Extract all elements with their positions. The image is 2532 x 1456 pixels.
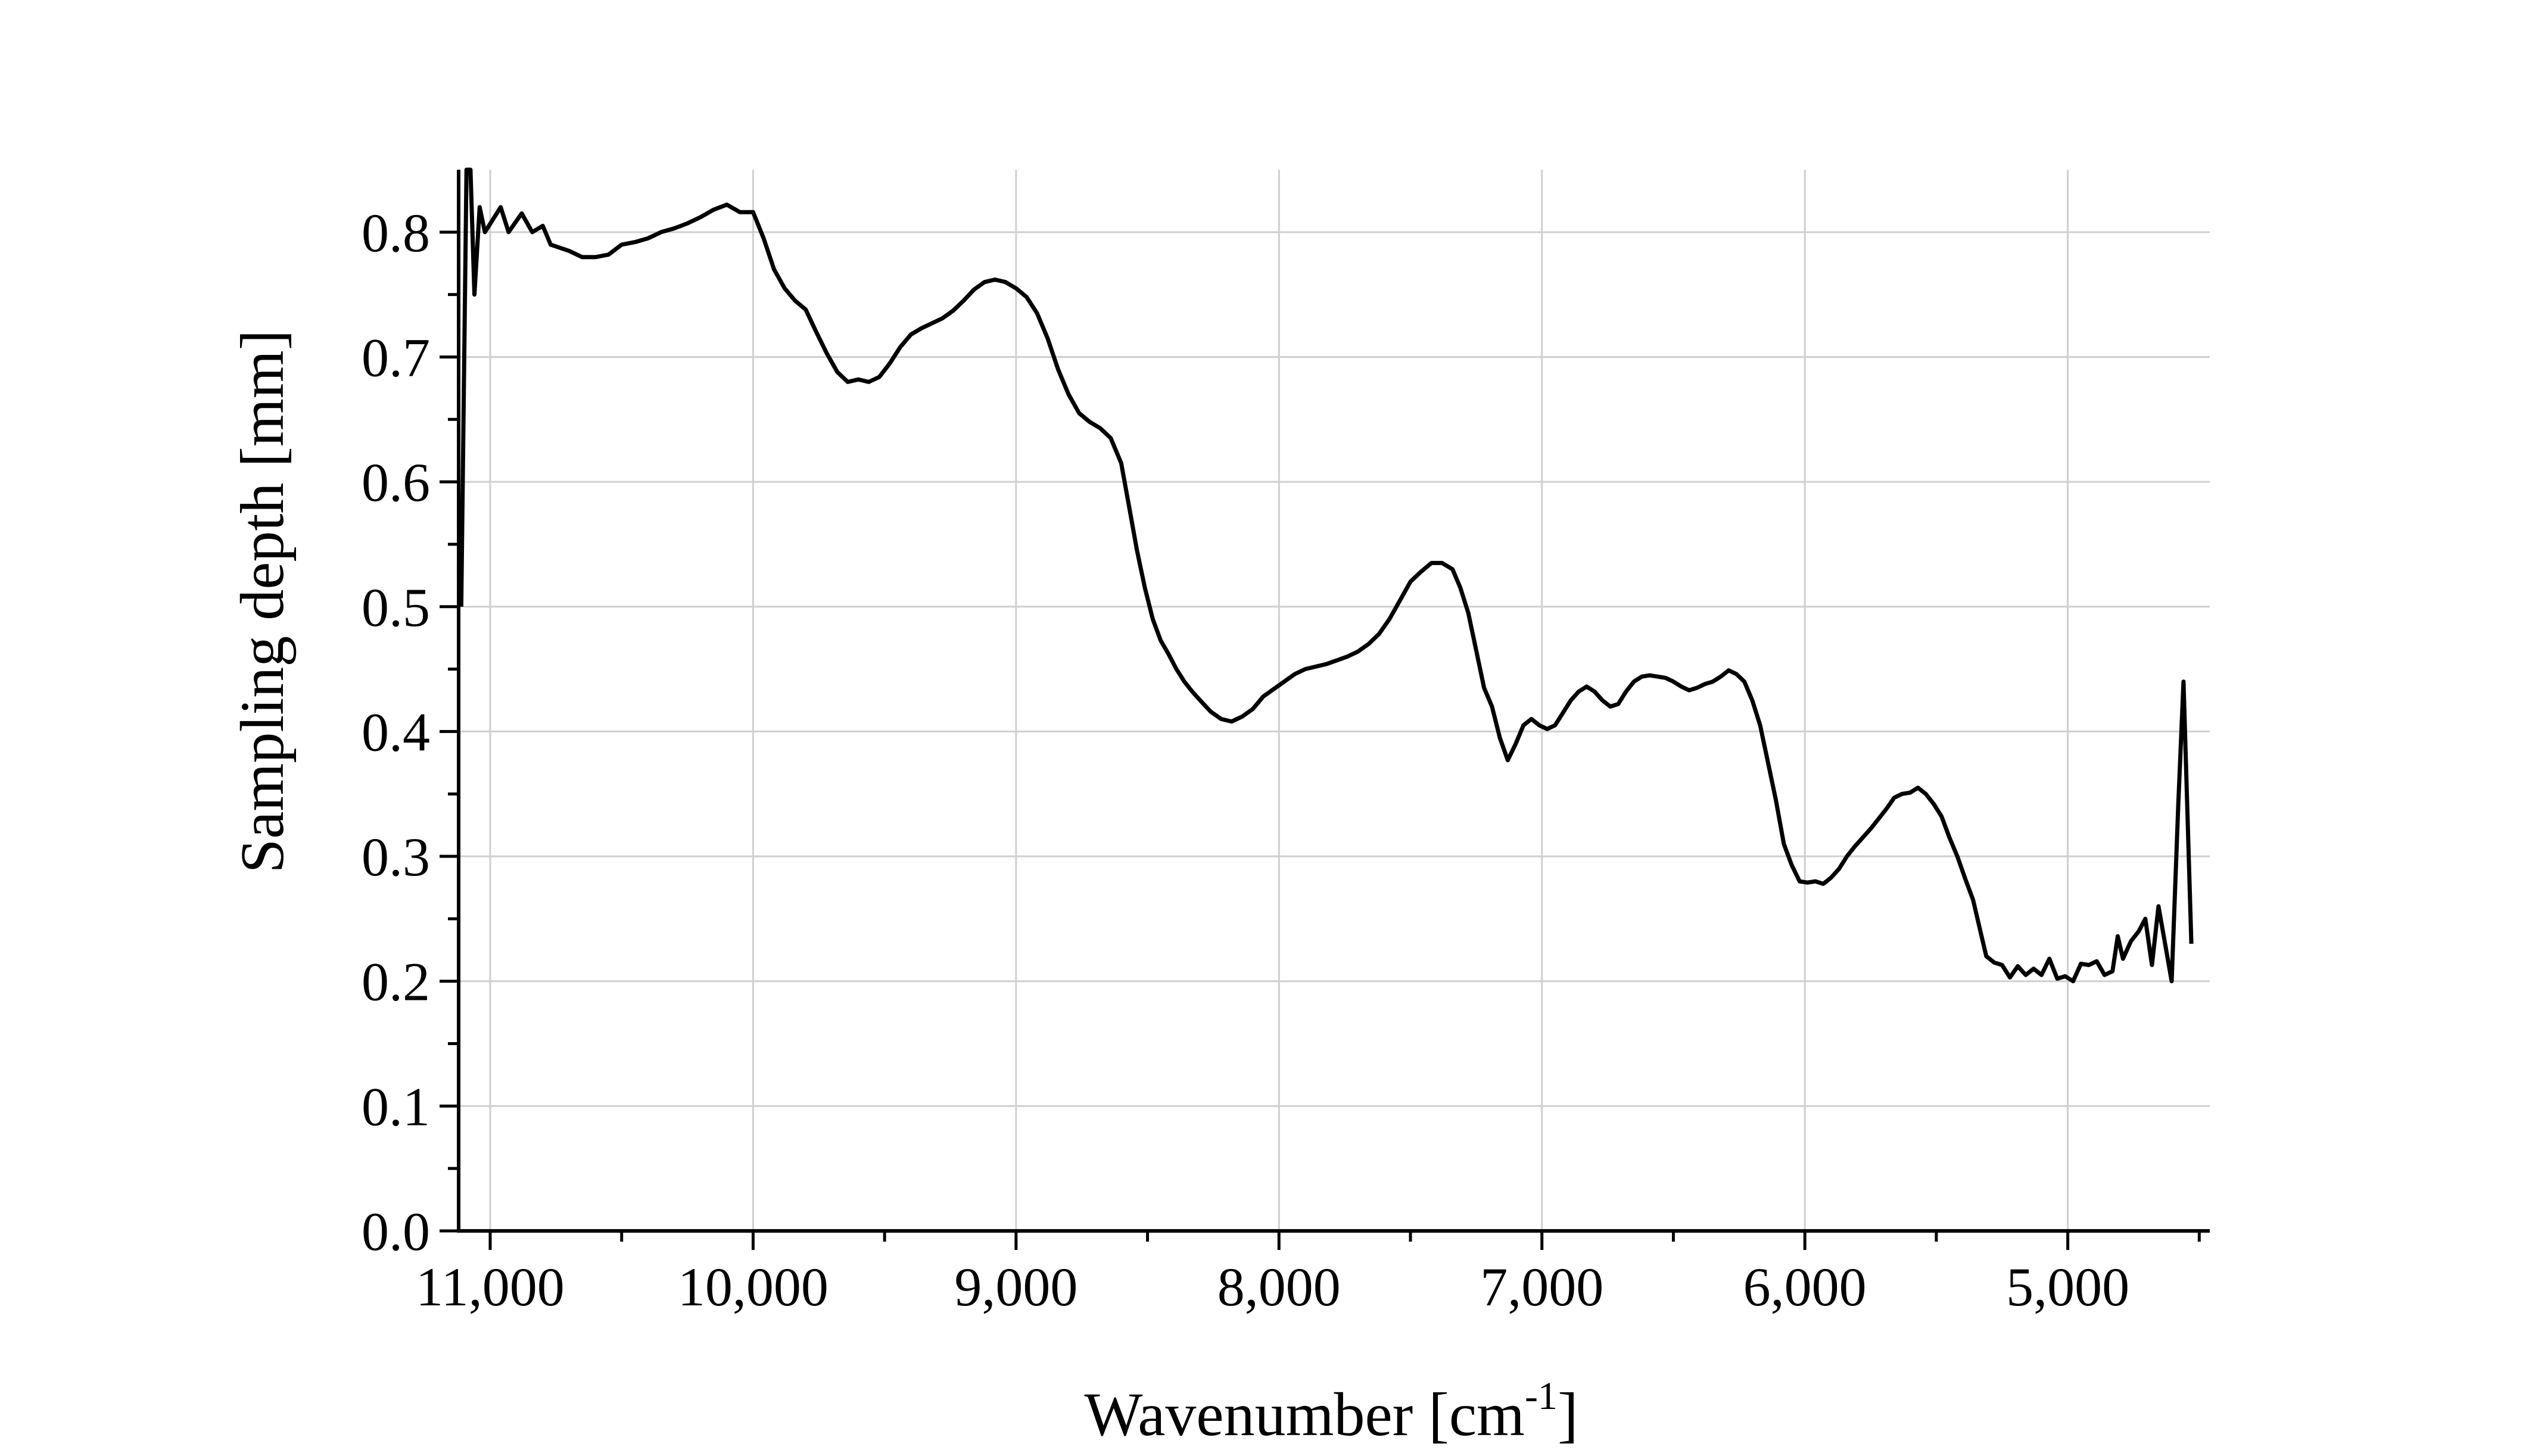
y-tick-label-1: 0.1: [362, 1076, 430, 1137]
y-tick-label-2: 0.2: [362, 952, 430, 1012]
series-line-0: [459, 167, 2194, 984]
x-tick-labels: 11,000 10,000 9,000 8,000 7,000 6,000 5,000: [416, 1257, 2129, 1317]
y-tick-label-7: 0.7: [362, 327, 430, 388]
axes: [440, 170, 2210, 1250]
y-tick-label-6: 0.6: [362, 452, 430, 513]
x-tick-label-6: 5,000: [2006, 1257, 2129, 1317]
x-tick-label-0: 11,000: [416, 1257, 565, 1317]
x-tick-label-4: 7,000: [1480, 1257, 1603, 1317]
x-tick-label-2: 9,000: [954, 1257, 1077, 1317]
x-tick-label-5: 6,000: [1743, 1257, 1867, 1317]
y-tick-label-8: 0.8: [362, 202, 430, 263]
y-tick-label-0: 0.0: [362, 1201, 430, 1262]
y-tick-label-4: 0.4: [362, 702, 430, 762]
y-tick-labels: 0.0 0.1 0.2 0.3 0.4 0.5 0.6 0.7 0.8: [362, 202, 430, 1262]
grid: [459, 170, 2210, 1231]
y-tick-label-5: 0.5: [362, 577, 430, 638]
series-group: [459, 167, 2194, 984]
y-axis-title: Sampling depth [mm]: [228, 330, 297, 874]
y-tick-label-3: 0.3: [362, 827, 430, 887]
x-tick-label-3: 8,000: [1217, 1257, 1341, 1317]
x-axis-title: Wavenumber [cm-1]: [1084, 1374, 1578, 1449]
x-tick-label-1: 10,000: [678, 1257, 829, 1317]
